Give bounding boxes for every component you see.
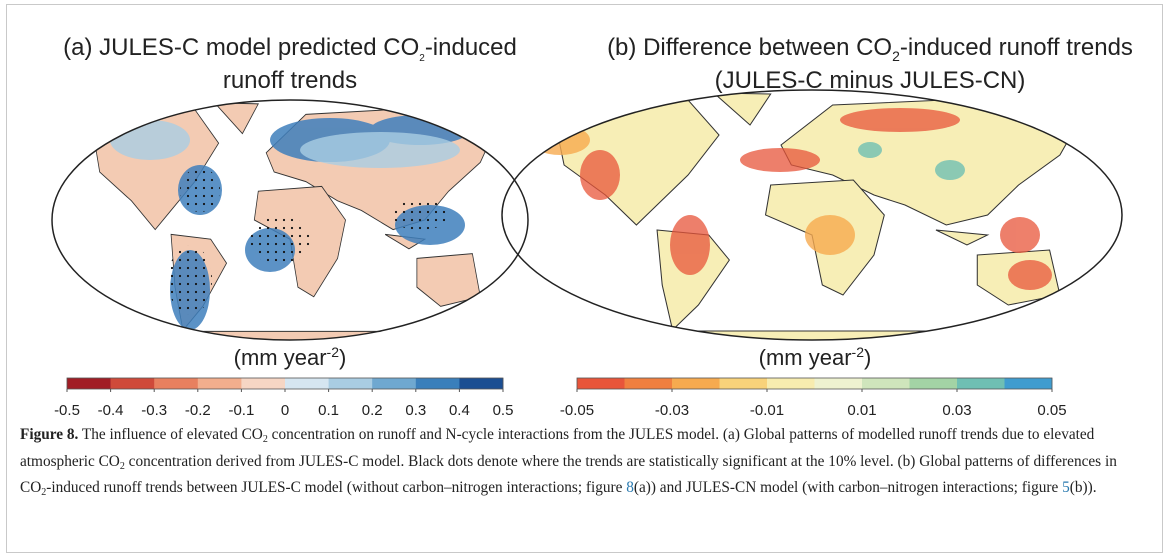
colorbar-tick-label: 0.3 <box>405 402 426 419</box>
figure-maps: (a) JULES-C model predicted CO2-induced … <box>0 0 1171 420</box>
colorbar-segment <box>198 378 242 389</box>
colorbar-segment <box>154 378 198 389</box>
map <box>92 103 498 340</box>
colorbar-segment <box>67 378 111 389</box>
colorbar-segment <box>862 378 910 389</box>
colorbar-segment <box>910 378 958 389</box>
caption: Figure 8. The influence of elevated CO2 … <box>20 424 1140 504</box>
colorbar-segment <box>720 378 768 389</box>
colorbar-unit: (mm year-2) <box>234 344 347 370</box>
colorbar-segment <box>815 378 863 389</box>
colorbar-segment <box>672 378 720 389</box>
colorbar-tick-label: -0.2 <box>185 402 211 419</box>
colorbar-tick-label: 0.01 <box>847 402 876 419</box>
colorbar-segment <box>329 378 373 389</box>
colorbar-segment <box>285 378 329 389</box>
colorbar-tick-label: -0.3 <box>141 402 167 419</box>
colorbar-segment <box>625 378 673 389</box>
panel-title: (JULES-C minus JULES-CN) <box>715 67 1026 94</box>
colorbar-tick-label: -0.05 <box>560 402 594 419</box>
colorbar-tick-label: 0 <box>281 402 289 419</box>
colorbar-tick-label: 0.03 <box>942 402 971 419</box>
colorbar-tick-label: -0.03 <box>655 402 689 419</box>
colorbar-tick-label: 0.4 <box>449 402 470 419</box>
colorbar-segment <box>459 378 503 389</box>
colorbar-segment <box>957 378 1005 389</box>
colorbar-tick-label: -0.01 <box>750 402 784 419</box>
colorbar-tick-label: -0.5 <box>54 402 80 419</box>
colorbar-tick-label: -0.1 <box>228 402 254 419</box>
colorbar-segment <box>111 378 155 389</box>
colorbar-tick-label: 0.1 <box>318 402 339 419</box>
colorbar-tick-label: 0.5 <box>493 402 514 419</box>
map <box>530 93 1083 340</box>
colorbar-segment <box>1005 378 1053 389</box>
colorbar-tick-label: 0.05 <box>1037 402 1066 419</box>
colorbar-segment <box>372 378 416 389</box>
colorbar-segment <box>577 378 625 389</box>
colorbar-segment <box>241 378 285 389</box>
colorbar-unit: (mm year-2) <box>759 344 872 370</box>
panel-title: (b) Difference between CO2-induced runof… <box>607 34 1133 64</box>
colorbar-segment <box>767 378 815 389</box>
colorbar-tick-label: -0.4 <box>98 402 124 419</box>
colorbar-segment <box>416 378 460 389</box>
panel-title: (a) JULES-C model predicted CO2-induced <box>63 34 517 64</box>
colorbar-tick-label: 0.2 <box>362 402 383 419</box>
panel-title: runoff trends <box>223 67 357 94</box>
